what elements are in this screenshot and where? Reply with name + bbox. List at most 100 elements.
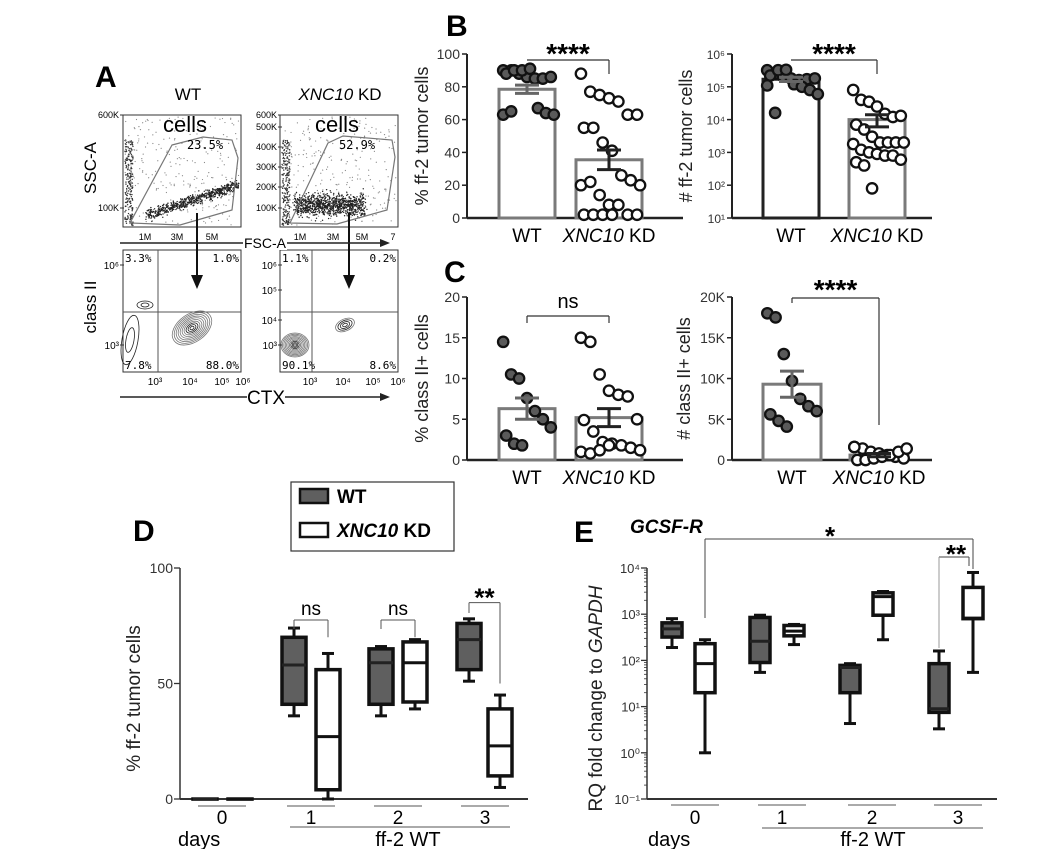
event-dot (133, 149, 135, 151)
data-point (865, 182, 879, 195)
event-dot (292, 209, 295, 211)
day-label: 2 (867, 808, 878, 829)
event-dot (351, 144, 353, 146)
event-dot (327, 211, 329, 213)
event-dot (182, 208, 185, 211)
data-point (586, 121, 600, 135)
event-dot (220, 190, 223, 193)
event-dot (301, 216, 304, 219)
event-dot (285, 215, 287, 217)
event-dot (196, 199, 199, 202)
event-dot (201, 204, 203, 206)
event-dot (332, 209, 335, 211)
data-point (593, 368, 607, 381)
y-tick-label: 100 (437, 46, 461, 62)
event-dot (159, 205, 162, 208)
arrow-head-icon (380, 239, 390, 247)
event-dot (324, 202, 327, 205)
event-dot (302, 166, 304, 168)
event-dot (365, 180, 367, 182)
panel-letter-e: E (574, 516, 594, 549)
event-dot (340, 158, 343, 160)
event-dot (127, 174, 129, 176)
event-dot (307, 197, 309, 199)
event-dot (316, 203, 319, 205)
event-dot (284, 154, 287, 156)
event-dot (323, 194, 325, 196)
event-dot (208, 171, 210, 174)
event-dot (196, 194, 199, 196)
contour-line (339, 321, 351, 329)
x-tick-label: 3M (327, 232, 340, 242)
event-dot (189, 133, 191, 136)
box-wt-day-0 (660, 617, 684, 650)
significance-brackets: ns ns ** (293, 583, 501, 684)
event-dot (222, 213, 224, 215)
panel-letter-d: D (133, 515, 155, 548)
event-dot (133, 177, 135, 179)
event-dot (165, 204, 168, 206)
event-dot (307, 204, 309, 206)
contour-line (288, 339, 301, 351)
significance-label: * (825, 521, 836, 551)
event-dot (283, 208, 285, 211)
event-dot (160, 208, 162, 210)
event-dot (143, 136, 146, 138)
event-dot (325, 196, 327, 199)
event-dot (367, 195, 369, 197)
event-dot (318, 209, 320, 211)
event-dot (128, 172, 131, 174)
event-dot (210, 196, 212, 198)
event-dot (206, 175, 209, 177)
event-dot (340, 198, 342, 201)
event-dot (128, 175, 130, 178)
ctx-class-ii-plot (122, 249, 242, 373)
event-dot (320, 127, 322, 129)
event-dot (127, 192, 129, 195)
event-dot (127, 141, 129, 143)
data-point (847, 440, 861, 454)
event-dot (127, 207, 129, 209)
event-dot (201, 178, 204, 181)
event-dot (360, 214, 362, 216)
event-dot (230, 224, 232, 226)
event-dot (395, 177, 397, 179)
event-dot (330, 191, 332, 194)
event-dot (299, 207, 301, 209)
event-dot (312, 214, 315, 216)
event-dot (127, 217, 130, 220)
event-dot (303, 203, 305, 205)
event-dot (221, 174, 223, 176)
event-dot (331, 116, 333, 118)
event-dot (128, 149, 130, 152)
event-dot (130, 196, 133, 198)
event-dot (352, 211, 355, 214)
event-dot (338, 191, 340, 193)
event-dot (127, 178, 130, 180)
event-dot (207, 153, 209, 155)
event-dot (312, 211, 314, 213)
event-dot (291, 186, 293, 188)
event-dot (138, 126, 140, 128)
event-dot (295, 186, 298, 188)
event-dot (286, 221, 288, 223)
event-dot (311, 195, 313, 197)
significance-label: ** (474, 583, 495, 613)
ssc-axis-label: SSC-A (81, 141, 100, 194)
event-dot (361, 208, 363, 211)
event-dot (288, 199, 290, 201)
event-dot (290, 154, 292, 156)
event-dot (285, 219, 288, 222)
event-dot (285, 160, 287, 162)
label-part: WT (337, 487, 367, 508)
event-dot (353, 205, 355, 207)
event-dot (303, 210, 306, 212)
event-dot (215, 205, 217, 208)
event-dot (284, 192, 286, 194)
x-tick-label: 10⁴ (182, 377, 197, 388)
data-point (583, 335, 597, 349)
day-label: 3 (953, 808, 964, 829)
event-dot (179, 204, 181, 206)
event-dot (203, 161, 206, 164)
event-dot (329, 203, 331, 206)
